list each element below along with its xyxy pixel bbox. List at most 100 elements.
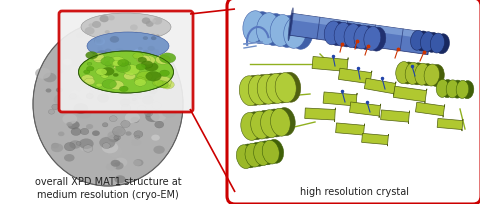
Ellipse shape (132, 98, 136, 101)
Ellipse shape (95, 38, 105, 46)
FancyBboxPatch shape (227, 0, 480, 204)
Ellipse shape (270, 16, 293, 47)
Ellipse shape (243, 12, 265, 43)
Ellipse shape (164, 84, 170, 89)
Ellipse shape (145, 112, 160, 122)
Ellipse shape (84, 79, 95, 85)
Ellipse shape (151, 20, 156, 24)
Ellipse shape (142, 47, 151, 53)
Ellipse shape (451, 81, 464, 99)
Polygon shape (289, 14, 431, 55)
Ellipse shape (150, 111, 167, 122)
Ellipse shape (280, 73, 300, 103)
Ellipse shape (415, 64, 430, 86)
Ellipse shape (90, 41, 104, 51)
Ellipse shape (151, 135, 160, 141)
Ellipse shape (108, 16, 115, 21)
Ellipse shape (81, 75, 94, 83)
Ellipse shape (81, 14, 171, 42)
Ellipse shape (253, 142, 271, 166)
Ellipse shape (145, 72, 161, 82)
Ellipse shape (144, 63, 158, 72)
Polygon shape (394, 87, 427, 104)
Ellipse shape (107, 84, 116, 91)
Ellipse shape (62, 114, 77, 125)
Ellipse shape (150, 81, 163, 91)
Ellipse shape (87, 63, 92, 66)
Ellipse shape (111, 160, 120, 167)
Ellipse shape (424, 65, 440, 86)
Ellipse shape (79, 90, 94, 100)
Ellipse shape (108, 57, 117, 64)
Ellipse shape (105, 61, 116, 68)
Ellipse shape (58, 132, 64, 136)
Ellipse shape (87, 50, 94, 55)
Ellipse shape (248, 76, 269, 105)
Ellipse shape (120, 87, 128, 92)
Ellipse shape (96, 69, 107, 76)
Ellipse shape (128, 95, 142, 105)
Polygon shape (437, 119, 463, 131)
Ellipse shape (150, 50, 159, 56)
Ellipse shape (86, 124, 93, 130)
Ellipse shape (96, 40, 101, 43)
Ellipse shape (90, 31, 96, 35)
Ellipse shape (108, 131, 119, 140)
Ellipse shape (250, 13, 272, 44)
Ellipse shape (266, 74, 287, 104)
Ellipse shape (154, 146, 165, 154)
Ellipse shape (251, 112, 270, 139)
Ellipse shape (420, 64, 435, 86)
Ellipse shape (135, 135, 140, 139)
Ellipse shape (99, 69, 110, 77)
Ellipse shape (354, 26, 371, 50)
Polygon shape (312, 57, 348, 74)
Ellipse shape (145, 68, 153, 73)
Ellipse shape (241, 113, 261, 141)
Ellipse shape (133, 159, 144, 166)
Ellipse shape (266, 140, 284, 163)
Ellipse shape (136, 61, 143, 65)
Polygon shape (381, 110, 409, 124)
Ellipse shape (35, 68, 51, 79)
Ellipse shape (64, 143, 75, 151)
Ellipse shape (81, 52, 96, 63)
Ellipse shape (132, 50, 146, 59)
Ellipse shape (261, 110, 280, 138)
Ellipse shape (110, 37, 119, 43)
Ellipse shape (102, 142, 118, 154)
Ellipse shape (121, 121, 130, 128)
Ellipse shape (51, 143, 59, 149)
Polygon shape (336, 123, 364, 137)
Ellipse shape (112, 127, 125, 137)
Ellipse shape (109, 81, 124, 90)
Ellipse shape (130, 91, 137, 96)
Ellipse shape (271, 74, 292, 103)
Ellipse shape (43, 73, 57, 83)
Ellipse shape (284, 17, 306, 49)
Ellipse shape (121, 105, 131, 112)
Ellipse shape (257, 75, 278, 105)
Ellipse shape (147, 92, 155, 98)
Ellipse shape (116, 130, 122, 134)
Ellipse shape (87, 43, 99, 51)
Ellipse shape (133, 160, 142, 166)
Ellipse shape (256, 14, 279, 45)
Ellipse shape (84, 61, 95, 69)
Ellipse shape (456, 81, 469, 99)
Ellipse shape (103, 68, 111, 74)
Ellipse shape (73, 104, 88, 114)
Ellipse shape (84, 28, 95, 35)
Ellipse shape (425, 33, 440, 53)
Ellipse shape (143, 61, 153, 68)
Polygon shape (323, 92, 357, 108)
Ellipse shape (138, 58, 147, 63)
Ellipse shape (109, 116, 117, 122)
Ellipse shape (156, 56, 170, 65)
Ellipse shape (410, 31, 425, 51)
Ellipse shape (81, 129, 89, 135)
Ellipse shape (33, 23, 183, 186)
Ellipse shape (99, 137, 115, 149)
Ellipse shape (85, 52, 98, 60)
Ellipse shape (153, 80, 163, 87)
